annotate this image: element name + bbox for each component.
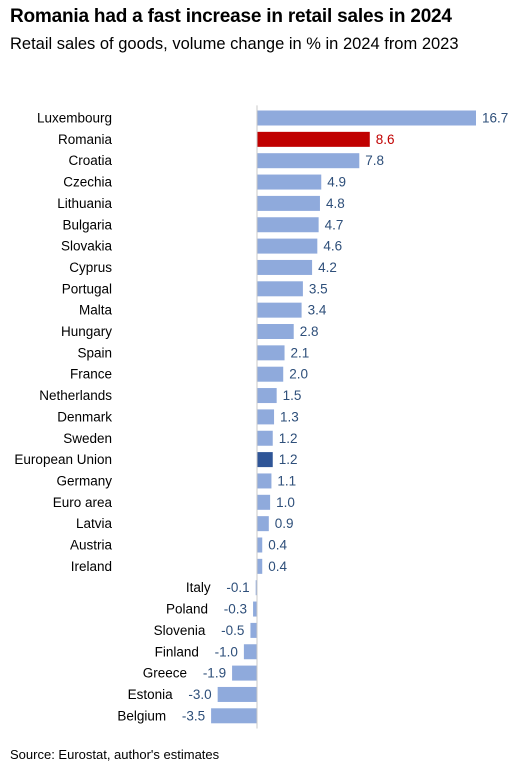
bar-euro-area: [257, 494, 271, 510]
bar-germany: [257, 473, 272, 489]
bar-estonia: [217, 686, 257, 702]
category-label-bulgaria: Bulgaria: [62, 217, 112, 232]
value-label-latvia: 0.9: [275, 516, 294, 531]
category-label-latvia: Latvia: [76, 516, 113, 531]
bar-france: [257, 366, 284, 382]
category-label-germany: Germany: [56, 473, 112, 488]
labels-group: Luxembourg 16.7 Romania 8.6 Croatia 7.8 Czechi…: [14, 111, 508, 724]
value-label-netherlands: 1.5: [283, 388, 302, 403]
bar-bulgaria: [257, 217, 319, 233]
category-label-spain: Spain: [77, 345, 112, 360]
bar-cyprus: [257, 259, 313, 275]
value-label-malta: 3.4: [308, 303, 327, 318]
bar-finland: [243, 644, 257, 660]
bar-portugal: [257, 281, 303, 297]
category-label-sweden: Sweden: [63, 431, 112, 446]
bar-ireland: [257, 558, 263, 574]
bar-austria: [257, 537, 263, 553]
category-label-portugal: Portugal: [62, 281, 112, 296]
category-label-slovakia: Slovakia: [61, 239, 113, 254]
bar-poland: [253, 601, 257, 617]
bar-slovakia: [257, 238, 318, 254]
value-label-portugal: 3.5: [309, 281, 328, 296]
category-label-greece: Greece: [143, 666, 187, 681]
value-label-european-union: 1.2: [279, 452, 298, 467]
value-label-finland: -1.0: [215, 644, 238, 659]
value-label-estonia: -3.0: [188, 687, 211, 702]
bar-malta: [257, 302, 302, 318]
category-label-finland: Finland: [155, 644, 199, 659]
category-label-lithuania: Lithuania: [57, 196, 112, 211]
bar-denmark: [257, 409, 275, 425]
category-label-netherlands: Netherlands: [39, 388, 112, 403]
bar-netherlands: [257, 388, 277, 404]
category-label-slovenia: Slovenia: [154, 623, 206, 638]
value-label-slovakia: 4.6: [323, 239, 342, 254]
value-label-austria: 0.4: [268, 538, 287, 553]
category-label-czechia: Czechia: [63, 175, 112, 190]
category-label-italy: Italy: [186, 580, 211, 595]
category-label-romania: Romania: [58, 132, 113, 147]
value-label-denmark: 1.3: [280, 409, 299, 424]
category-label-ireland: Ireland: [71, 559, 112, 574]
category-label-malta: Malta: [79, 303, 113, 318]
value-label-euro-area: 1.0: [276, 495, 295, 510]
category-label-france: France: [70, 367, 112, 382]
bar-hungary: [257, 324, 294, 339]
value-label-luxembourg: 16.7: [482, 111, 508, 126]
category-label-belgium: Belgium: [117, 708, 166, 723]
value-label-lithuania: 4.8: [326, 196, 345, 211]
bar-belgium: [211, 708, 257, 724]
bar-romania: [257, 131, 370, 147]
category-label-luxembourg: Luxembourg: [37, 111, 112, 126]
source-note: Source: Eurostat, author's estimates: [10, 747, 220, 762]
value-label-sweden: 1.2: [279, 431, 298, 446]
bars-group: [211, 110, 476, 724]
value-label-cyprus: 4.2: [318, 260, 337, 275]
category-label-euro-area: Euro area: [53, 495, 113, 510]
value-label-ireland: 0.4: [268, 559, 287, 574]
category-label-estonia: Estonia: [128, 687, 174, 702]
value-label-romania: 8.6: [376, 132, 395, 147]
value-label-hungary: 2.8: [300, 324, 319, 339]
category-label-denmark: Denmark: [57, 409, 112, 424]
bar-greece: [232, 665, 257, 681]
value-label-italy: -0.1: [226, 580, 249, 595]
bar-croatia: [257, 153, 360, 169]
bar-luxembourg: [257, 110, 476, 126]
value-label-belgium: -3.5: [182, 708, 205, 723]
bar-lithuania: [257, 195, 320, 211]
bar-czechia: [257, 174, 322, 190]
bar-spain: [257, 345, 285, 361]
value-label-france: 2.0: [289, 367, 308, 382]
bar-latvia: [257, 516, 269, 532]
category-label-poland: Poland: [166, 602, 208, 617]
chart-title: Romania had a fast increase in retail sa…: [10, 6, 452, 27]
bar-sweden: [257, 430, 273, 446]
value-label-spain: 2.1: [291, 345, 310, 360]
chart-subtitle: Retail sales of goods, volume change in …: [10, 35, 459, 53]
bar-italy: [255, 580, 257, 596]
bar-european-union: [257, 452, 273, 468]
category-label-cyprus: Cyprus: [69, 260, 112, 275]
value-label-greece: -1.9: [203, 666, 226, 681]
value-label-slovenia: -0.5: [221, 623, 244, 638]
value-label-czechia: 4.9: [327, 175, 346, 190]
value-label-germany: 1.1: [277, 473, 296, 488]
bar-slovenia: [250, 622, 257, 638]
category-label-croatia: Croatia: [68, 153, 112, 168]
category-label-hungary: Hungary: [61, 324, 112, 339]
value-label-poland: -0.3: [224, 602, 247, 617]
value-label-bulgaria: 4.7: [325, 217, 344, 232]
category-label-austria: Austria: [70, 538, 113, 553]
category-label-european-union: European Union: [14, 452, 112, 467]
value-label-croatia: 7.8: [365, 153, 384, 168]
